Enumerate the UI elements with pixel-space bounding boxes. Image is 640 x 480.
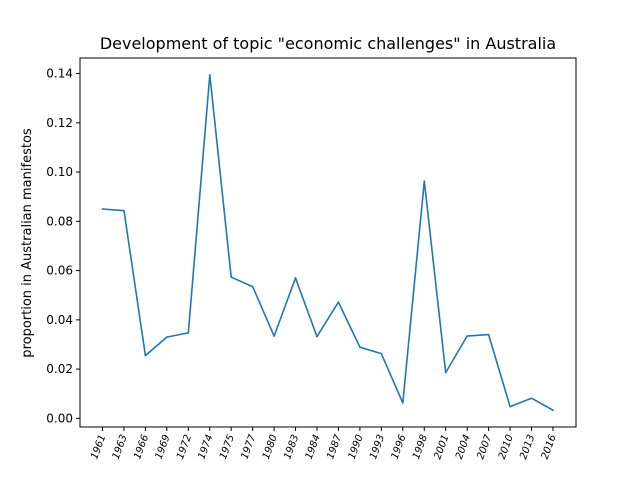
xtick-label: 1969	[154, 433, 173, 461]
xtick-label: 1977	[239, 433, 258, 461]
xtick-label: 1993	[368, 433, 387, 461]
ytick-label: 0.10	[46, 165, 73, 179]
xtick-label: 2007	[475, 433, 494, 461]
ytick-label: 0.08	[46, 214, 73, 228]
chart-title: Development of topic "economic challenge…	[100, 34, 556, 53]
data-point	[316, 335, 318, 338]
data-point	[208, 73, 211, 76]
data-point	[123, 209, 125, 212]
xtick-label: 1972	[175, 433, 194, 461]
xtick-label: 1990	[347, 433, 366, 461]
data-point	[359, 346, 361, 348]
series-line	[101, 74, 554, 412]
xtick-label: 1963	[111, 433, 130, 461]
data-point	[402, 402, 404, 404]
plot-area: 0.00 0.02 0.04 0.06 0.08 0.10 0.12 0.14 1961 1963…	[46, 57, 577, 461]
data-point	[251, 285, 254, 288]
xtick-label: 1984	[304, 433, 323, 461]
data-point	[444, 371, 447, 374]
xtick-label: 1983	[282, 433, 301, 461]
xtick-label: 1974	[197, 433, 216, 461]
data-point	[380, 352, 383, 355]
ytick-label: 0.14	[46, 67, 73, 81]
plot-frame	[79, 57, 577, 428]
xtick-label: 1980	[261, 433, 280, 461]
data-point	[337, 301, 340, 303]
data-point	[187, 332, 190, 334]
ytick-label: 0.04	[46, 313, 73, 327]
data-point	[294, 277, 297, 279]
y-axis-label: proportion in Australian manifestos	[20, 128, 35, 358]
data-point	[101, 208, 104, 210]
xtick-label: 2001	[432, 433, 451, 461]
ytick-label: 0.02	[46, 362, 73, 376]
ytick-label: 0.12	[46, 116, 73, 130]
data-point	[273, 335, 275, 337]
data-point	[466, 335, 468, 337]
xtick-label: 2013	[518, 433, 537, 461]
data-point	[552, 409, 554, 412]
xtick-label: 2016	[540, 433, 559, 461]
data-point	[144, 354, 147, 357]
xtick-label: 2004	[454, 433, 473, 461]
xtick-label: 1966	[132, 433, 151, 461]
xtick-label: 1996	[390, 433, 409, 461]
data-point	[166, 336, 168, 338]
xtick-label: 1998	[411, 433, 430, 461]
ytick-label: 0.00	[46, 411, 73, 425]
ytick-label: 0.06	[46, 264, 73, 278]
xtick-label: 1975	[218, 433, 237, 461]
data-point	[423, 180, 426, 182]
xtick-label: 1987	[325, 433, 344, 461]
data-point	[487, 333, 490, 336]
data-point	[509, 405, 511, 408]
xtick-label: 1961	[89, 433, 108, 461]
data-point	[230, 276, 232, 279]
data-point	[530, 397, 533, 399]
xtick-label: 2010	[497, 433, 516, 461]
